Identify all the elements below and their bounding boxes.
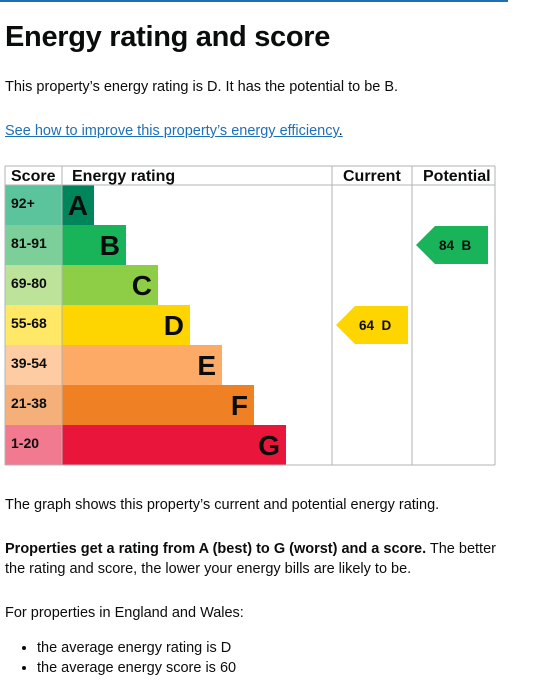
band-score-label: 55-68: [11, 315, 47, 331]
band-bar-e: [62, 345, 222, 385]
band-letter: C: [132, 270, 152, 301]
rating-intro: This property’s energy rating is D. It h…: [5, 79, 399, 95]
band-bar-a: [62, 185, 94, 225]
energy-rating-chart: Score Energy rating Current Potential 92+ A 81…: [4, 165, 496, 466]
averages-list: the average energy rating is D the avera…: [0, 638, 236, 678]
band-score-cell: [5, 345, 62, 385]
average-rating-item: the average energy rating is D: [37, 638, 236, 658]
band-bar-d: [62, 305, 190, 345]
band-score-label: 39-54: [11, 355, 47, 371]
rating-explanation-rest: The better the rating and score, the low…: [5, 541, 496, 577]
average-score-item: the average energy score is 60: [37, 658, 236, 678]
band-score-label: 81-91: [11, 235, 47, 251]
improve-efficiency-link[interactable]: See how to improve this property’s energ…: [5, 123, 339, 139]
band-letter: E: [197, 350, 216, 381]
band-score-cell: [5, 225, 62, 265]
current-header: Current: [343, 168, 401, 185]
band-score-label: 1-20: [11, 435, 39, 451]
band-score-cell: [5, 305, 62, 345]
band-score-label: 69-80: [11, 275, 47, 291]
rating-explanation-bold: Properties get a rating from A (best) to…: [5, 541, 427, 557]
band-score-cell: [5, 385, 62, 425]
band-score-label: 21-38: [11, 395, 47, 411]
rating-header: Energy rating: [72, 168, 175, 185]
page-title: Energy rating and score: [5, 21, 331, 53]
score-header: Score: [11, 168, 56, 185]
region-note: For properties in England and Wales:: [5, 605, 244, 621]
top-rule: [0, 0, 508, 2]
potential-rating-arrow: [416, 226, 488, 264]
current-rating-arrow: [336, 306, 408, 344]
potential-header: Potential: [423, 168, 491, 185]
band-letter: G: [258, 430, 280, 461]
band-score-cell: [5, 425, 62, 465]
improve-link-suffix: .: [338, 123, 343, 139]
improve-efficiency-link-wrap: See how to improve this property’s energ…: [5, 121, 343, 141]
band-score-cell: [5, 185, 62, 225]
band-bar-c: [62, 265, 158, 305]
band-letter: B: [100, 230, 120, 261]
band-bar-b: [62, 225, 126, 265]
band-letter: D: [164, 310, 184, 341]
rating-explanation: Properties get a rating from A (best) to…: [5, 539, 515, 579]
band-bar-g: [62, 425, 286, 465]
current-rating-label: 64 D: [359, 318, 392, 333]
band-letter: F: [231, 390, 248, 421]
band-score-cell: [5, 265, 62, 305]
band-bar-f: [62, 385, 254, 425]
potential-rating-label: 84 B: [439, 238, 472, 253]
band-letter: A: [68, 190, 88, 221]
band-score-label: 92+: [11, 195, 35, 211]
graph-note: The graph shows this property’s current …: [5, 497, 440, 513]
